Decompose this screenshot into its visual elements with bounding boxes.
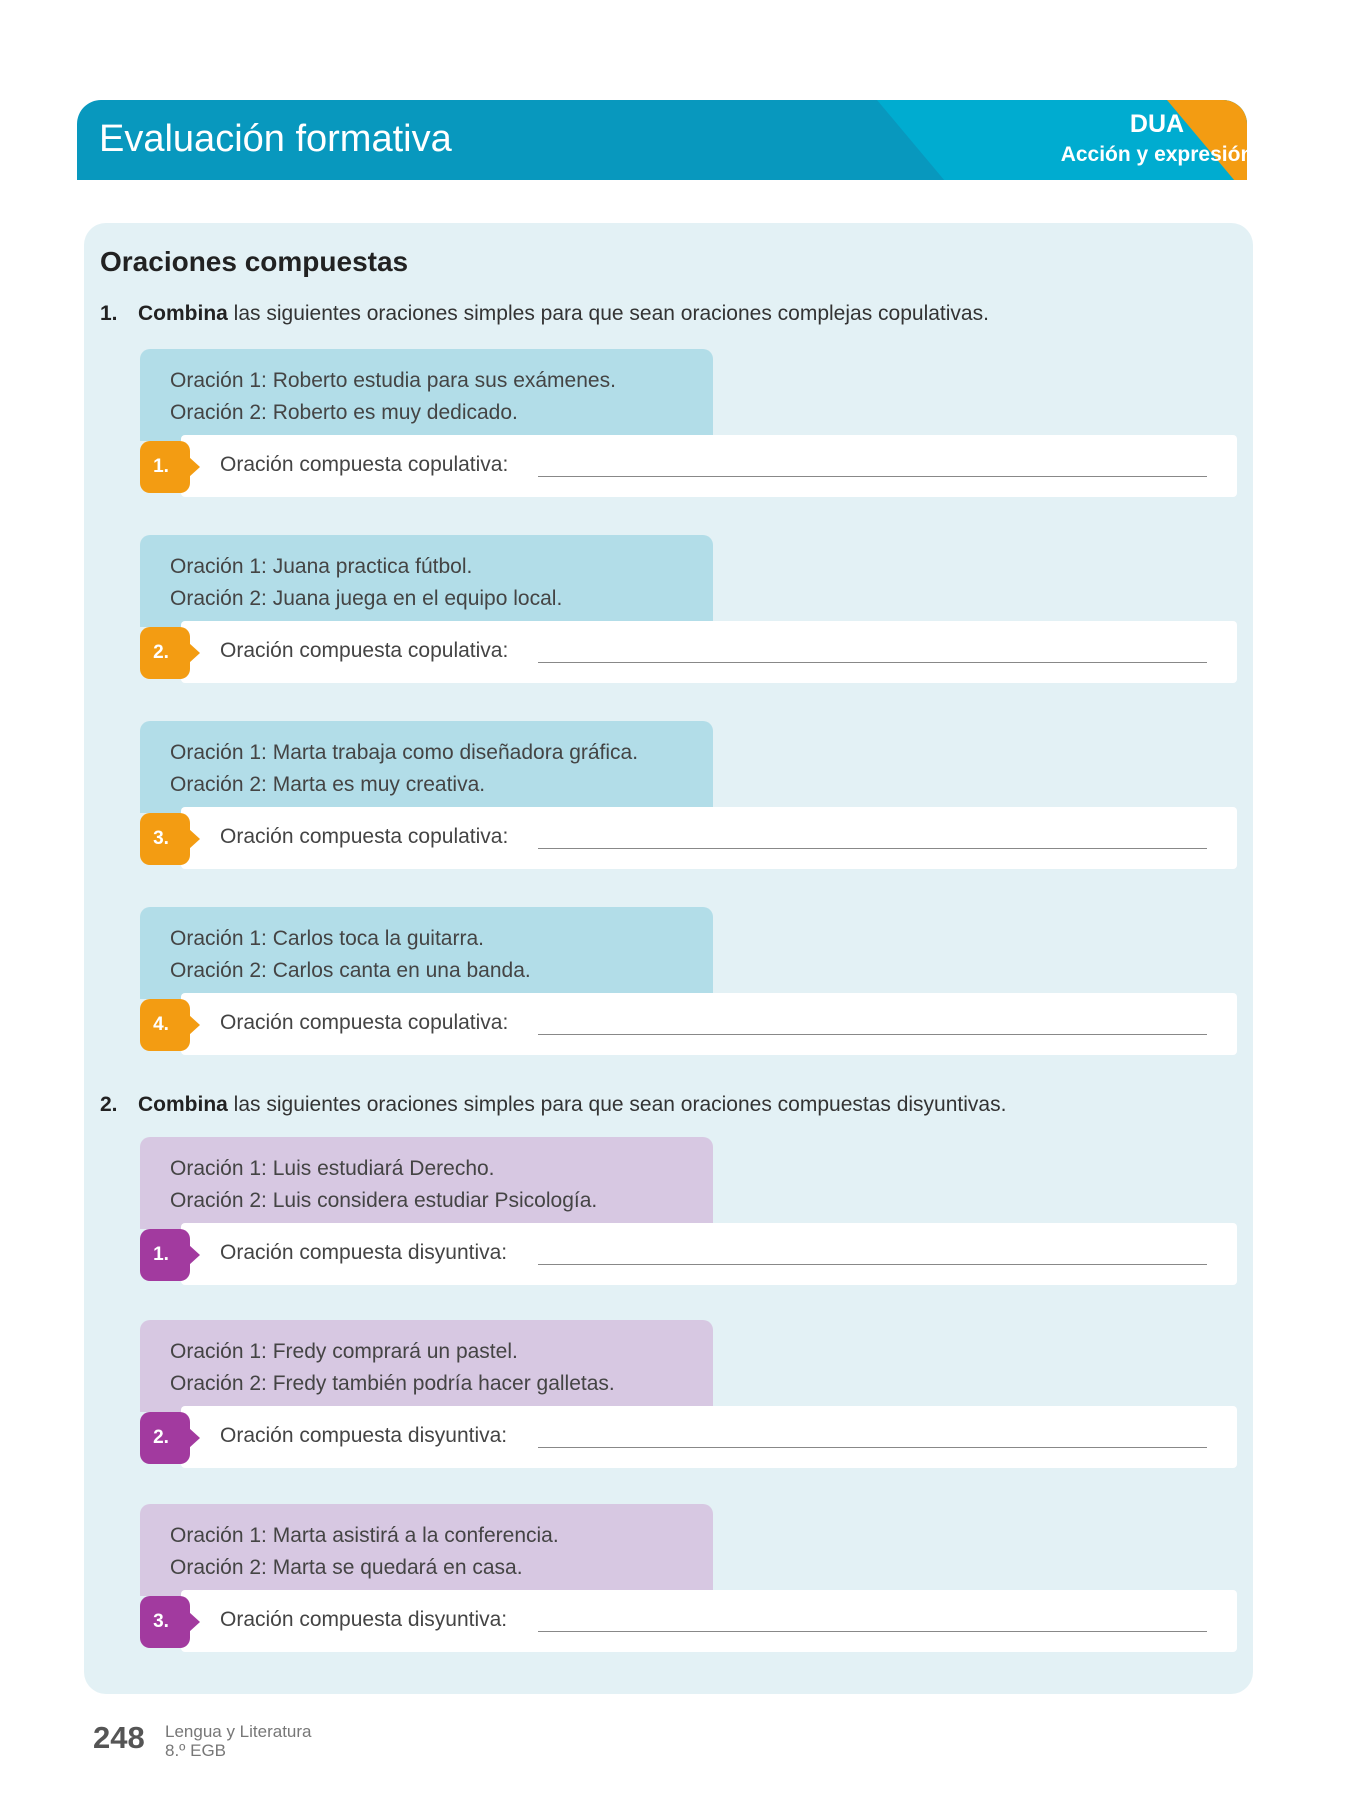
sentence-2: Oración 2: Marta se quedará en casa. (170, 1556, 523, 1579)
answer-line-input[interactable] (538, 662, 1207, 663)
section-title: Oraciones compuestas (100, 246, 409, 277)
answer-label: Oración compuesta disyuntiva: (220, 1424, 508, 1447)
exercise-item: Oración 1: Marta trabaja como diseñadora… (140, 721, 1237, 869)
exercise-item: Oración 1: Marta asistirá a la conferenc… (140, 1504, 1237, 1652)
question-text: las siguientes oraciones simples para qu… (227, 1093, 1007, 1116)
item-number: 3. (153, 1611, 169, 1632)
item-number-badge: 1. (140, 441, 200, 493)
answer-row: Oración compuesta disyuntiva: (181, 1223, 1237, 1285)
sentence-2: Oración 2: Luis considera estudiar Psico… (170, 1189, 598, 1212)
item-number: 4. (153, 1014, 169, 1035)
grade: 8.º EGB (165, 1741, 227, 1760)
sentence-1: Oración 1: Roberto estudia para sus exám… (170, 369, 616, 392)
sentence-1: Oración 1: Marta trabaja como diseñadora… (170, 741, 639, 764)
simple-sentences: Oración 1: Carlos toca la guitarra. Orac… (140, 907, 713, 999)
simple-sentences: Oración 1: Marta asistirá a la conferenc… (140, 1504, 713, 1596)
answer-row: Oración compuesta disyuntiva: (181, 1590, 1237, 1652)
question-verb: Combina (138, 302, 228, 325)
dua-subtitle: Acción y expresión (1060, 143, 1247, 166)
sentence-2: Oración 2: Fredy también podría hacer ga… (170, 1372, 615, 1395)
item-number-badge: 3. (140, 813, 200, 865)
simple-sentences: Oración 1: Luis estudiará Derecho. Oraci… (140, 1137, 713, 1229)
answer-line-input[interactable] (538, 1034, 1207, 1035)
item-number: 3. (153, 828, 169, 849)
question-number: 2. (100, 1093, 118, 1116)
answer-label: Oración compuesta copulativa: (220, 639, 509, 662)
header-title: Evaluación formativa (99, 118, 452, 160)
page-number: 248 (93, 1720, 145, 1755)
question-2: 2. Combina las siguientes oraciones simpl… (100, 1093, 1006, 1117)
question-verb: Combina (138, 1093, 228, 1116)
sentence-1: Oración 1: Fredy comprará un pastel. (170, 1340, 518, 1363)
simple-sentences: Oración 1: Juana practica fútbol. Oració… (140, 535, 713, 627)
answer-line-input[interactable] (538, 848, 1207, 849)
answer-line-input[interactable] (538, 1264, 1207, 1265)
answer-line-input[interactable] (538, 476, 1207, 477)
answer-label: Oración compuesta copulativa: (220, 1011, 509, 1034)
item-number: 2. (153, 642, 169, 663)
exercise-item: Oración 1: Juana practica fútbol. Oració… (140, 535, 1237, 683)
answer-label: Oración compuesta copulativa: (220, 825, 509, 848)
answer-label: Oración compuesta copulativa: (220, 453, 509, 476)
sentence-2: Oración 2: Roberto es muy dedicado. (170, 401, 518, 424)
item-number-badge: 2. (140, 1412, 200, 1464)
simple-sentences: Oración 1: Fredy comprará un pastel. Ora… (140, 1320, 713, 1412)
answer-row: Oración compuesta copulativa: (181, 621, 1237, 683)
dua-label: DUA (1129, 110, 1185, 138)
section-header: Evaluación formativa DUA Acción y expres… (77, 100, 1247, 180)
sentence-2: Oración 2: Carlos canta en una banda. (170, 959, 531, 982)
sentence-1: Oración 1: Juana practica fútbol. (170, 555, 473, 578)
exercise-item: Oración 1: Roberto estudia para sus exám… (140, 349, 1237, 497)
answer-label: Oración compuesta disyuntiva: (220, 1241, 508, 1264)
simple-sentences: Oración 1: Marta trabaja como diseñadora… (140, 721, 713, 813)
sentence-1: Oración 1: Luis estudiará Derecho. (170, 1157, 495, 1180)
question-number: 1. (100, 302, 118, 325)
item-number-badge: 2. (140, 627, 200, 679)
item-number: 1. (153, 456, 169, 477)
answer-row: Oración compuesta copulativa: (181, 435, 1237, 497)
subject: Lengua y Literatura (165, 1722, 312, 1741)
sentence-2: Oración 2: Juana juega en el equipo loca… (170, 587, 563, 610)
answer-label: Oración compuesta disyuntiva: (220, 1608, 508, 1631)
footer-info: Lengua y Literatura 8.º EGB (165, 1722, 312, 1760)
item-number: 1. (153, 1244, 169, 1265)
item-number-badge: 1. (140, 1229, 200, 1281)
question-text: las siguientes oraciones simples para qu… (227, 302, 989, 325)
sentence-1: Oración 1: Carlos toca la guitarra. (170, 927, 484, 950)
simple-sentences: Oración 1: Roberto estudia para sus exám… (140, 349, 713, 441)
answer-row: Oración compuesta disyuntiva: (181, 1406, 1237, 1468)
item-number: 2. (153, 1427, 169, 1448)
sentence-1: Oración 1: Marta asistirá a la conferenc… (170, 1524, 559, 1547)
answer-line-input[interactable] (538, 1631, 1207, 1632)
answer-row: Oración compuesta copulativa: (181, 993, 1237, 1055)
sentence-2: Oración 2: Marta es muy creativa. (170, 773, 486, 796)
answer-row: Oración compuesta copulativa: (181, 807, 1237, 869)
item-number-badge: 4. (140, 999, 200, 1051)
question-1: 1. Combina las siguientes oraciones simpl… (100, 302, 989, 326)
exercise-item: Oración 1: Luis estudiará Derecho. Oraci… (140, 1137, 1237, 1285)
exercise-item: Oración 1: Carlos toca la guitarra. Orac… (140, 907, 1237, 1055)
exercise-item: Oración 1: Fredy comprará un pastel. Ora… (140, 1320, 1237, 1468)
item-number-badge: 3. (140, 1596, 200, 1648)
answer-line-input[interactable] (538, 1447, 1207, 1448)
